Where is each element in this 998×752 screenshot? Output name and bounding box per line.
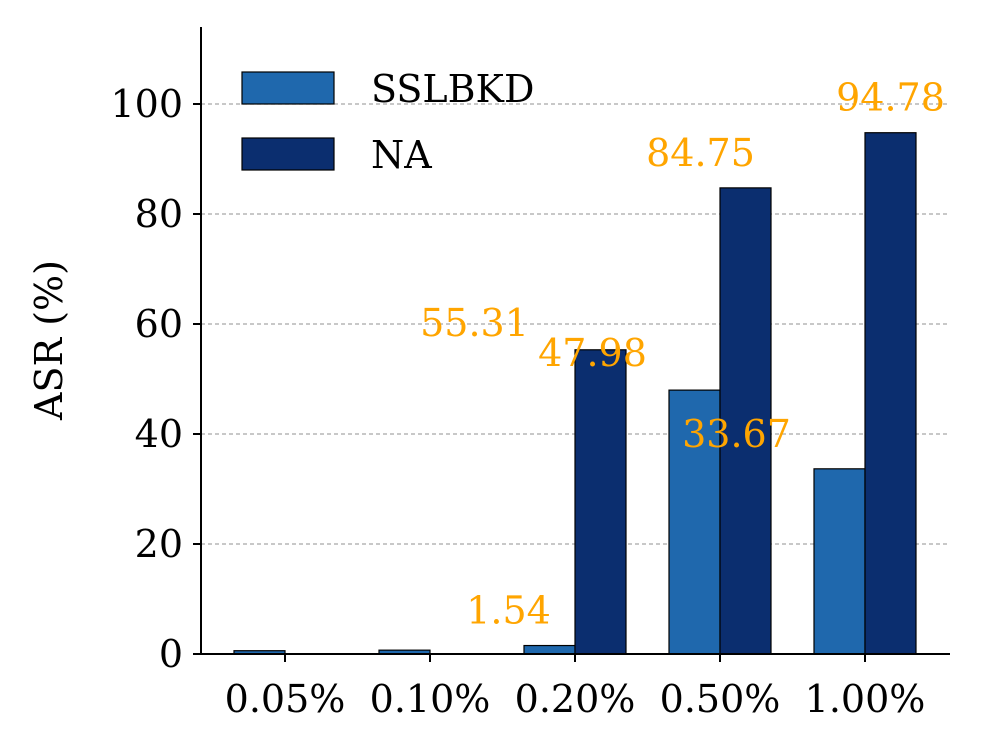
x-tick-label: 0.50% (660, 677, 781, 721)
y-tick-label: 60 (135, 302, 183, 346)
bar-sslbkd-100 (813, 468, 866, 655)
y-tick-label: 40 (135, 412, 183, 456)
bar-sslbkd-020 (523, 644, 576, 655)
bar-na-050 (719, 187, 772, 655)
data-label-na: 84.75 (646, 131, 755, 175)
y-tick-label: 100 (110, 82, 183, 126)
axes: 0 20 40 60 80 100 0.05% 0.10% 0.20% 0.50% 1.00% (110, 27, 950, 721)
x-tick-label: 0.05% (225, 677, 346, 721)
legend-swatch (241, 137, 335, 171)
bars (233, 132, 917, 655)
bar-na-020 (574, 349, 627, 655)
x-tick-label: 1.00% (805, 677, 926, 721)
y-tick-label: 80 (135, 192, 183, 236)
x-tick-label: 0.20% (515, 677, 636, 721)
legend-swatch (241, 71, 335, 105)
data-label-na: 94.78 (836, 76, 945, 120)
bar-na-100 (864, 132, 917, 655)
data-label-sslbkd: 47.98 (538, 331, 647, 375)
y-axis-title: ASR (%) (27, 260, 71, 421)
y-tick-label: 20 (135, 522, 183, 566)
data-label-sslbkd: 33.67 (682, 412, 791, 456)
legend: SSLBKD NA (241, 67, 534, 177)
legend-label: NA (371, 133, 432, 177)
legend-label: SSLBKD (371, 67, 534, 111)
y-tick-label: 0 (159, 632, 183, 676)
data-label-sslbkd: 1.54 (466, 589, 551, 633)
data-label-na: 55.31 (420, 301, 529, 345)
x-tick-label: 0.10% (370, 677, 491, 721)
